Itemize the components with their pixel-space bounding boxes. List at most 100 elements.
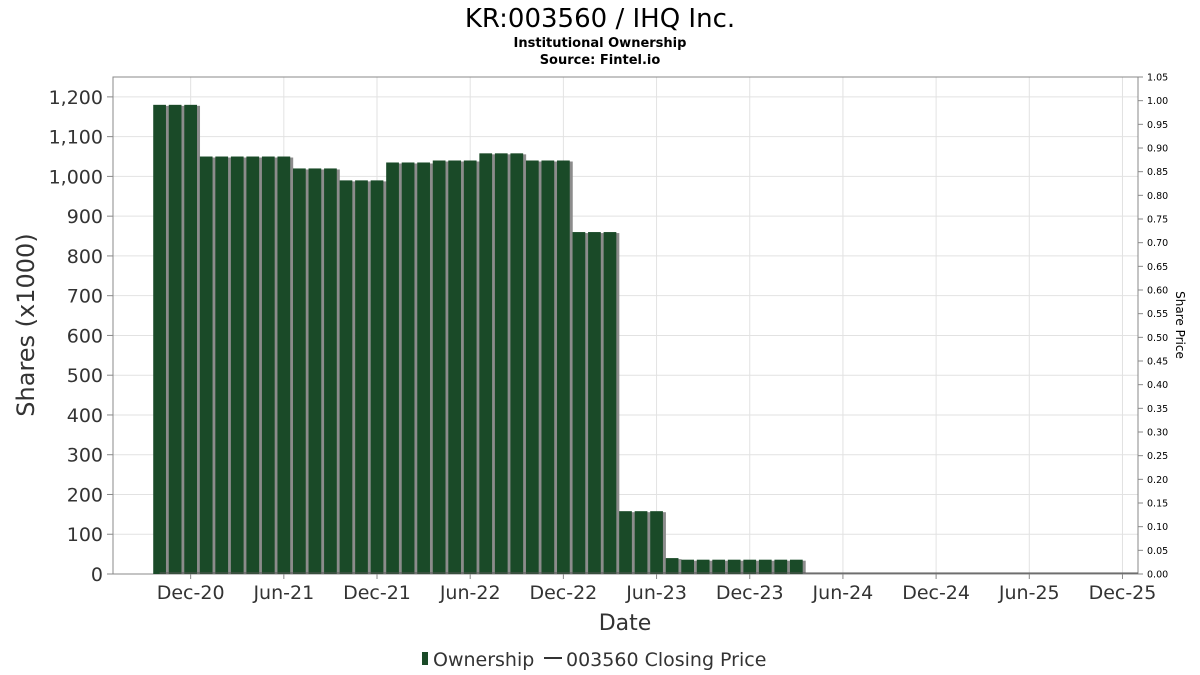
y2-tick-label: 0.55 <box>1147 309 1168 320</box>
bar <box>370 180 384 574</box>
x-axis: Dec-20 Jun-21 Dec-21 Jun-22 Dec-22 Jun-23 Dec-… <box>157 574 1157 604</box>
bar <box>339 180 353 574</box>
bar <box>184 104 198 574</box>
y2-tick-label: 0.70 <box>1147 238 1168 249</box>
legend-label-price: 003560 Closing Price <box>566 649 766 671</box>
bar <box>789 559 803 574</box>
y-axis-label: Shares (x1000) <box>12 233 40 416</box>
bar <box>215 156 229 574</box>
x-axis-label: Date <box>599 611 652 636</box>
bar <box>743 559 757 574</box>
x-tick-label: Dec-23 <box>716 582 784 604</box>
bar <box>665 558 679 574</box>
x-tick-label: Dec-25 <box>1089 582 1157 604</box>
x-tick-label: Jun-22 <box>439 582 501 604</box>
bar <box>417 162 430 574</box>
legend-label-ownership: Ownership <box>433 649 534 671</box>
bar <box>230 156 244 574</box>
bar <box>292 168 306 574</box>
y2-tick-label: 0.05 <box>1147 546 1168 557</box>
bar <box>510 153 524 574</box>
bar <box>401 162 415 574</box>
y2-tick-label: 0.35 <box>1147 404 1168 415</box>
y2-axis-label: Share Price <box>1173 291 1187 359</box>
bar <box>712 559 726 574</box>
bar <box>463 160 477 574</box>
bar <box>603 232 617 574</box>
x-tick-label: Dec-20 <box>157 582 225 604</box>
x-tick-label: Dec-24 <box>902 582 970 604</box>
bar <box>758 559 772 574</box>
bar <box>246 156 260 574</box>
bar <box>199 156 213 574</box>
bar <box>432 160 446 574</box>
legend-swatch-ownership <box>422 652 428 665</box>
bar <box>448 160 462 574</box>
y2-tick-label: 0.30 <box>1147 428 1168 439</box>
y2-tick-label: 0.00 <box>1147 570 1168 581</box>
x-tick-label: Jun-25 <box>998 582 1060 604</box>
y2-tick-label: 0.45 <box>1147 357 1168 368</box>
y-tick-label: 100 <box>67 524 103 546</box>
bar <box>541 160 555 574</box>
bar-series-ownership <box>153 104 1138 574</box>
chart-source: Source: Fintel.io <box>540 53 661 68</box>
y-tick-label: 1,100 <box>49 127 103 149</box>
y-tick-label: 1,000 <box>49 166 103 188</box>
y2-tick-label: 0.20 <box>1147 475 1168 486</box>
bar <box>355 180 368 574</box>
legend: Ownership 003560 Closing Price <box>422 649 766 671</box>
y2-tick-label: 0.85 <box>1147 167 1168 178</box>
y-tick-label: 400 <box>67 405 103 427</box>
bar <box>727 559 741 574</box>
bar <box>525 160 539 574</box>
y2-tick-label: 1.00 <box>1147 96 1168 107</box>
bar <box>494 153 508 574</box>
bar <box>774 559 788 574</box>
chart-subtitle: Institutional Ownership <box>514 36 687 51</box>
y-tick-label: 800 <box>67 246 103 268</box>
bar <box>588 232 601 574</box>
bar <box>696 559 710 574</box>
bar <box>557 160 570 574</box>
y-tick-label: 200 <box>67 484 103 506</box>
y2-tick-label: 0.50 <box>1147 333 1168 344</box>
y2-tick-label: 1.05 <box>1147 73 1168 84</box>
y2-tick-label: 0.75 <box>1147 215 1168 226</box>
bar <box>634 511 648 574</box>
y2-tick-label: 0.95 <box>1147 120 1168 131</box>
y2-tick-label: 0.15 <box>1147 499 1168 510</box>
y2-tick-label: 0.40 <box>1147 380 1168 391</box>
bar <box>572 232 586 574</box>
y-tick-label: 900 <box>67 206 103 228</box>
bar <box>386 162 399 574</box>
y-tick-label: 600 <box>67 325 103 347</box>
x-tick-label: Dec-22 <box>529 582 597 604</box>
y-axis-right: 0.00 0.05 0.10 0.15 0.20 0.25 0.30 0.35 0.40 0.45… <box>1138 73 1168 581</box>
y2-tick-label: 0.90 <box>1147 144 1168 155</box>
chart-title: KR:003560 / IHQ Inc. <box>465 4 735 34</box>
bar <box>324 168 337 574</box>
y2-tick-label: 0.25 <box>1147 451 1168 462</box>
bar <box>681 559 694 574</box>
y2-tick-label: 0.65 <box>1147 262 1168 273</box>
y-tick-label: 500 <box>67 365 103 387</box>
bar <box>308 168 322 574</box>
y2-tick-label: 0.60 <box>1147 286 1168 297</box>
x-tick-label: Jun-24 <box>812 582 874 604</box>
bar <box>277 156 291 574</box>
bar <box>153 104 166 574</box>
y-axis-left: 0 100 200 300 400 500 600 700 800 900 1,000 1,100 1,… <box>49 87 113 586</box>
x-tick-label: Dec-21 <box>343 582 411 604</box>
y-tick-label: 700 <box>67 286 103 308</box>
y-tick-label: 0 <box>91 564 103 586</box>
x-tick-label: Jun-23 <box>625 582 687 604</box>
y-tick-label: 1,200 <box>49 87 103 109</box>
y-tick-label: 300 <box>67 445 103 467</box>
bar <box>479 153 493 574</box>
bar <box>168 104 182 574</box>
bar <box>261 156 275 574</box>
bar <box>619 511 632 574</box>
x-tick-label: Jun-21 <box>252 582 314 604</box>
